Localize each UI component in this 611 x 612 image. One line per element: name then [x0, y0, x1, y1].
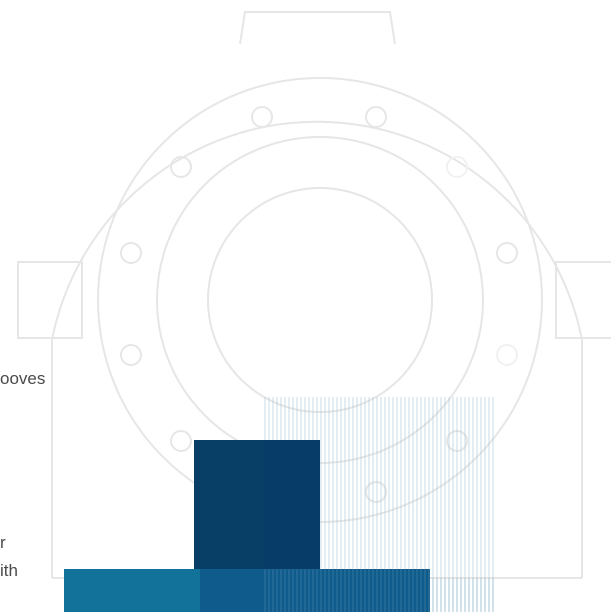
top-mount-tab — [239, 11, 396, 45]
bolt-hole — [496, 242, 518, 264]
teal-block — [64, 569, 202, 612]
outer-housing-arc — [51, 120, 583, 341]
center-bore — [207, 187, 433, 413]
bolt-hole — [496, 344, 518, 366]
hatched-base-strip — [430, 578, 494, 612]
bolt-hole — [170, 430, 192, 452]
text-fragment: r — [0, 533, 6, 552]
text-fragment: ith — [0, 561, 18, 580]
blue-block-hatch — [264, 569, 430, 612]
right-mount-tab — [555, 261, 611, 339]
navy-block-shade — [264, 440, 320, 570]
bolt-hole — [120, 242, 142, 264]
bolt-hole — [170, 156, 192, 178]
bolt-hole — [365, 106, 387, 128]
bolt-hole — [120, 344, 142, 366]
bolt-hole — [251, 106, 273, 128]
left-mount-tab — [17, 261, 83, 339]
text-fragment: ooves — [0, 369, 46, 388]
bolt-hole — [446, 156, 468, 178]
